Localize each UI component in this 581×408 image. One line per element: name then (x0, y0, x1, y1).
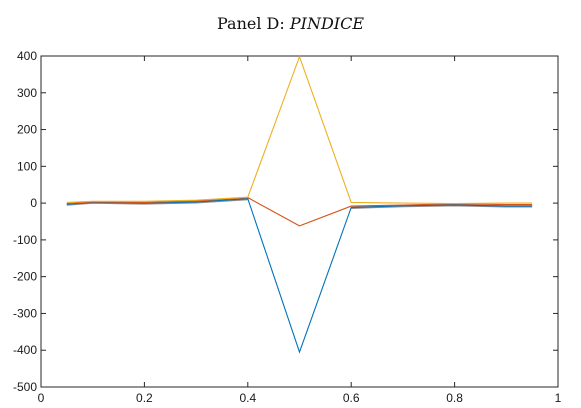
x-tick-label: 0.8 (446, 391, 463, 405)
chart-title: Panel D: PINDICE (0, 14, 581, 33)
series-3 (66, 55, 533, 205)
data-point (532, 204, 533, 205)
data-point (532, 205, 533, 206)
data-point (196, 200, 197, 201)
data-point (402, 203, 403, 204)
data-point (402, 204, 403, 205)
series-layer (66, 55, 533, 354)
data-point (92, 201, 93, 202)
x-tick-label: 0.4 (239, 391, 256, 405)
data-point (454, 203, 455, 204)
series-line (66, 55, 533, 205)
y-tick-label: 200 (17, 123, 37, 137)
data-point (506, 204, 507, 205)
series-1 (66, 198, 533, 354)
data-point (299, 56, 300, 57)
data-point (506, 205, 507, 206)
data-point (144, 201, 145, 202)
y-tick-label: 100 (17, 159, 37, 173)
tick-label-layer: 0 0.2 0.4 0.6 0.8 1 400 300 200 100 0 -100 -200 -300 -… (13, 49, 562, 405)
data-point (506, 203, 507, 204)
x-tick-label: 1 (555, 391, 562, 405)
x-tick-label: 0 (38, 391, 45, 405)
data-point (351, 207, 352, 208)
data-point (196, 201, 197, 202)
plot-area (40, 55, 559, 388)
y-tick-label: -100 (13, 233, 37, 247)
data-point (299, 225, 300, 226)
series-2 (66, 197, 533, 227)
y-tick-label: 0 (30, 196, 37, 210)
data-point (299, 351, 300, 352)
y-tick-label: 400 (17, 49, 37, 63)
data-point (247, 197, 248, 198)
chart-title-prefix: Panel D: (216, 14, 290, 33)
x-tick-label: 0.6 (343, 391, 360, 405)
data-point (66, 202, 67, 203)
data-point (454, 204, 455, 205)
y-tick-label: -300 (13, 306, 37, 320)
y-tick-label: -200 (13, 270, 37, 284)
data-point (66, 203, 67, 204)
series-line (66, 198, 533, 354)
x-tick-label: 0.2 (136, 391, 153, 405)
data-point (351, 205, 352, 206)
chart-title-emphasis: PINDICE (289, 14, 365, 33)
data-point (351, 202, 352, 203)
y-tick-label: -400 (13, 343, 37, 357)
data-point (144, 202, 145, 203)
data-point (532, 203, 533, 204)
series-line (66, 197, 533, 227)
y-tick-label: -500 (13, 380, 37, 394)
tick-layer (40, 55, 559, 388)
y-tick-label: 300 (17, 86, 37, 100)
